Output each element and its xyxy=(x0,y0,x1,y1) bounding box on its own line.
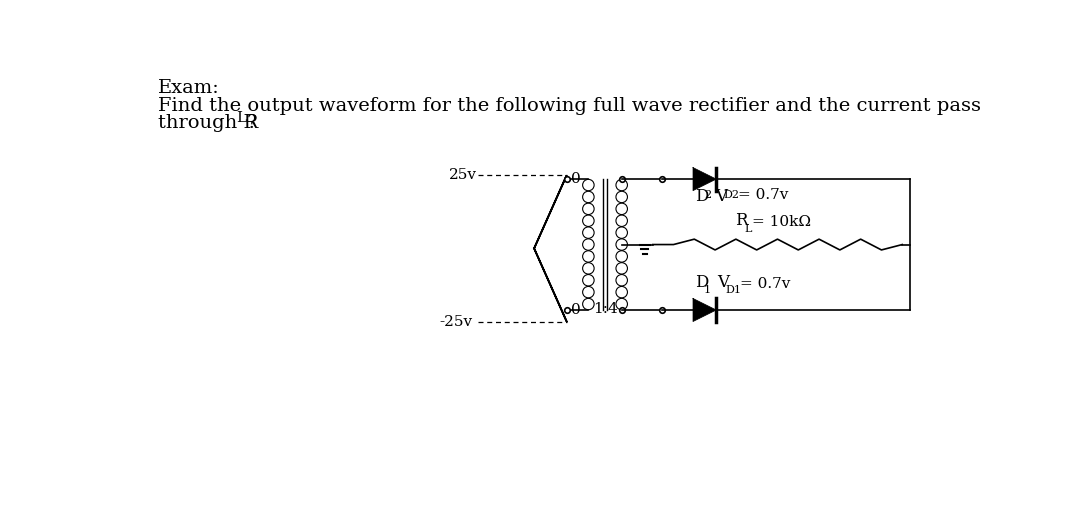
Text: D1: D1 xyxy=(726,285,742,295)
Text: V: V xyxy=(717,274,729,291)
Text: V: V xyxy=(715,188,727,205)
Text: 0: 0 xyxy=(571,172,581,186)
Text: 25v: 25v xyxy=(449,168,476,182)
Text: L: L xyxy=(744,224,752,234)
Text: L: L xyxy=(235,111,246,125)
Text: Exam:: Exam: xyxy=(159,79,220,97)
Polygon shape xyxy=(693,167,716,191)
Text: 0: 0 xyxy=(571,303,581,317)
Text: through R: through R xyxy=(159,114,258,132)
Text: ?: ? xyxy=(246,114,257,132)
Text: D: D xyxy=(696,188,708,205)
Text: 2: 2 xyxy=(704,190,711,200)
Text: = 0.7v: = 0.7v xyxy=(738,188,788,202)
Text: R: R xyxy=(734,212,747,229)
Text: = 0.7v: = 0.7v xyxy=(740,277,789,291)
Text: 1:4: 1:4 xyxy=(593,302,618,316)
Text: Find the output waveform for the following full wave rectifier and the current p: Find the output waveform for the followi… xyxy=(159,96,982,114)
Text: -25v: -25v xyxy=(438,314,472,329)
Text: D2: D2 xyxy=(724,190,739,200)
Text: = 10kΩ: = 10kΩ xyxy=(752,215,811,229)
Text: D: D xyxy=(696,274,708,291)
Text: 1: 1 xyxy=(704,285,711,295)
Polygon shape xyxy=(693,298,716,322)
